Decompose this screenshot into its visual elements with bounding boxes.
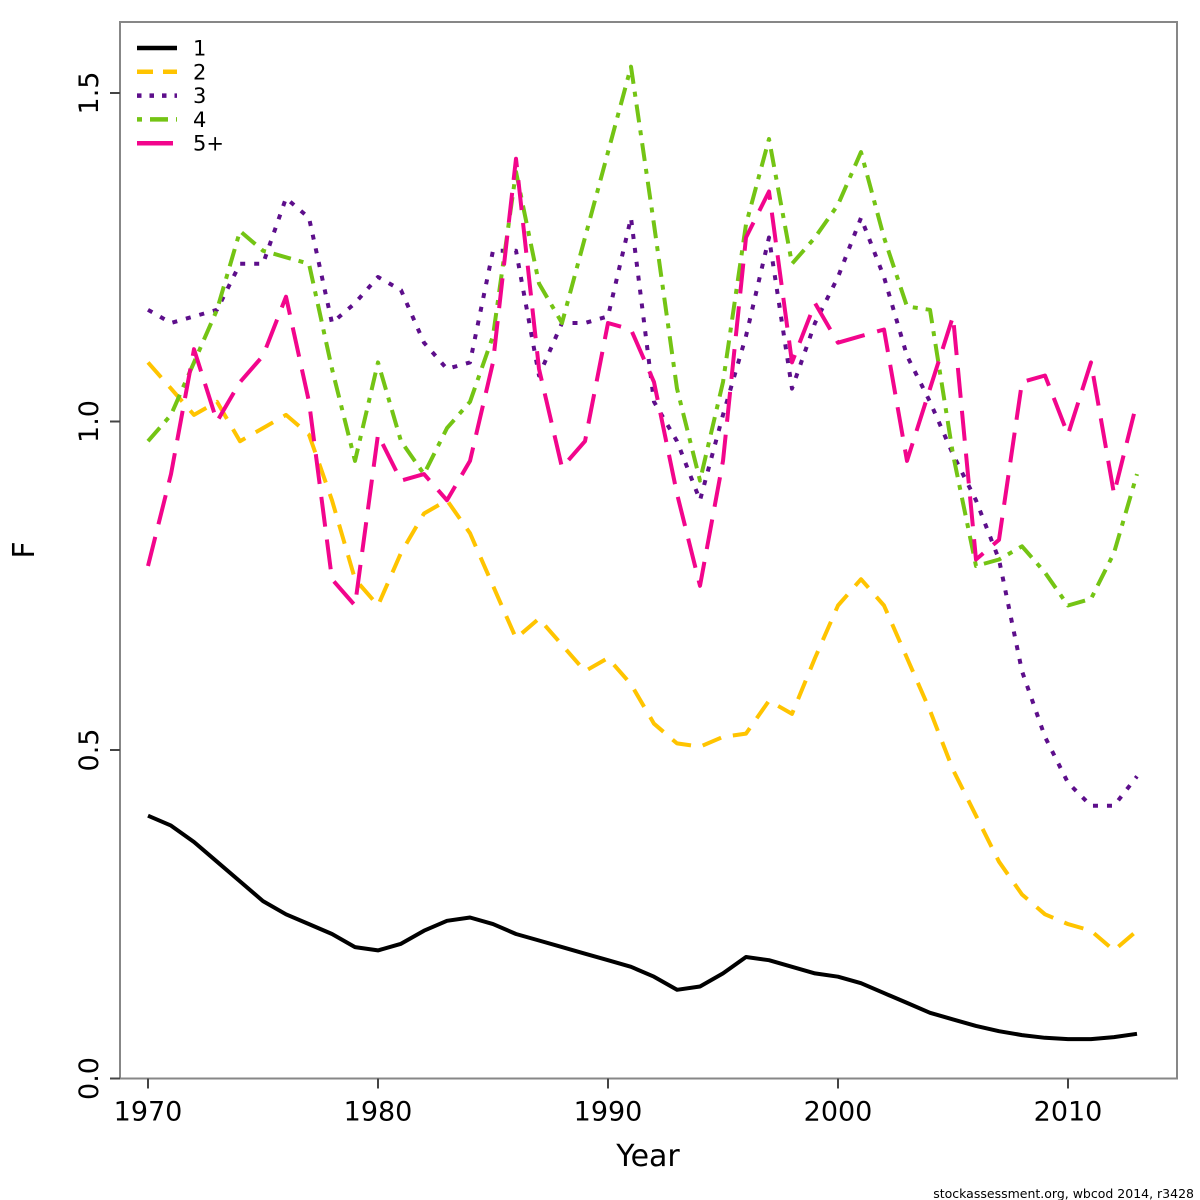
y-tick-label: 0.5 xyxy=(74,729,105,772)
series-line-age-5plus xyxy=(146,156,1139,608)
legend-label: 3 xyxy=(193,84,206,108)
legend-item-age-5plus: 5+ xyxy=(137,132,224,156)
legend-label: 2 xyxy=(193,60,206,84)
legend-item-age-1: 1 xyxy=(137,37,206,61)
legend-label: 1 xyxy=(193,37,206,61)
series-line-age-3 xyxy=(147,196,1139,808)
x-tick-label: 2010 xyxy=(1034,1097,1103,1128)
series-line-age-4 xyxy=(146,64,1139,608)
axes: 1970 1980 1990 2000 2010 0.0 0.5 1.0 1.5 xyxy=(74,72,1102,1128)
series-line-age-2 xyxy=(146,361,1139,953)
x-tick-label: 1990 xyxy=(574,1097,643,1128)
x-tick-label: 1970 xyxy=(114,1097,183,1128)
legend-item-age-2: 2 xyxy=(137,60,206,84)
y-axis-title: F xyxy=(7,541,42,558)
x-tick-label: 2000 xyxy=(804,1097,873,1128)
y-tick-label: 0.0 xyxy=(74,1057,105,1100)
x-tick-label: 1980 xyxy=(344,1097,413,1128)
x-axis-title: Year xyxy=(615,1139,680,1174)
legend-item-age-3: 3 xyxy=(137,84,206,108)
data-series-group xyxy=(146,64,1139,1042)
series-line-age-1 xyxy=(147,813,1138,1042)
legend-item-age-4: 4 xyxy=(137,108,206,132)
legend-label: 4 xyxy=(193,108,206,132)
y-tick-label: 1.0 xyxy=(74,400,105,443)
plot-box xyxy=(119,21,1178,1080)
legend-label: 5+ xyxy=(193,132,224,156)
footer-stamp: stockassessment.org, wbcod 2014, r3428 xyxy=(933,1186,1194,1200)
y-tick-label: 1.5 xyxy=(74,72,105,115)
